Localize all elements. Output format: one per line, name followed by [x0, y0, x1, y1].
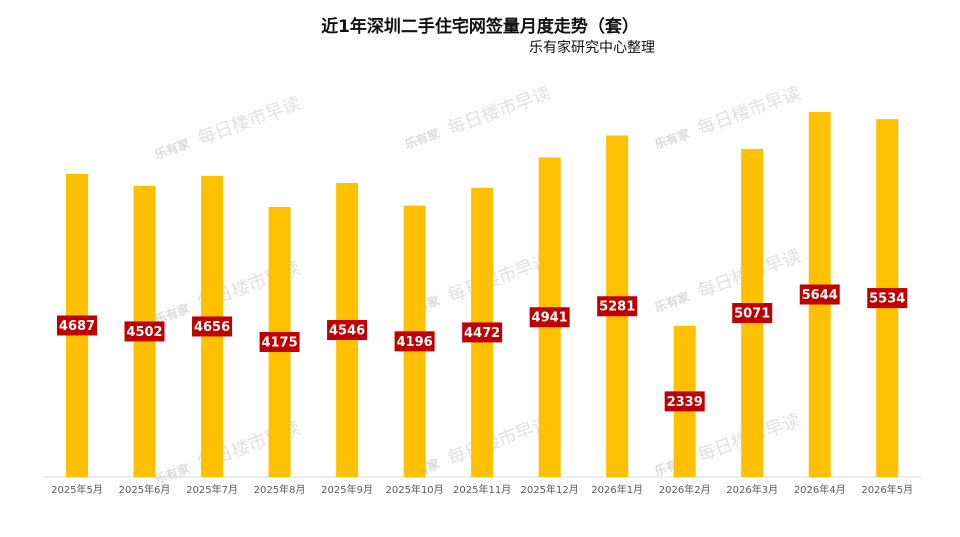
value-label-box [259, 332, 300, 353]
watermark-text: 每日楼市早读 [445, 83, 554, 140]
value-label: 5534 [869, 292, 905, 307]
x-tick-label: 2025年12月 [521, 483, 579, 496]
watermark-text: 每日楼市早读 [445, 250, 554, 307]
x-tick-label: 2025年9月 [321, 483, 373, 496]
value-label: 5281 [599, 300, 635, 315]
value-label: 4941 [532, 311, 568, 326]
x-tick-label: 2026年3月 [726, 483, 778, 496]
chart-subtitle: 乐有家研究中心整理 [529, 39, 655, 56]
x-tick-label: 2025年6月 [119, 483, 171, 496]
watermark: 乐有家每日楼市早读 [153, 93, 304, 162]
value-label-box [124, 321, 165, 342]
value-label-box [462, 322, 503, 343]
x-tick-label: 2025年11月 [453, 483, 511, 496]
chart-title: 近1年深圳二手住宅网签量月度走势（套） [321, 16, 639, 37]
watermark-logo: 乐有家 [653, 288, 693, 315]
value-label-box [597, 296, 638, 317]
x-tick-label: 2026年1月 [591, 483, 643, 496]
value-label-box [394, 331, 435, 352]
value-label-box [867, 288, 908, 309]
x-tick-label: 2026年5月 [861, 483, 913, 496]
value-label: 4687 [59, 319, 95, 334]
value-label: 4546 [329, 324, 365, 339]
value-label-box [732, 303, 773, 324]
value-label: 4472 [464, 326, 500, 341]
watermark: 乐有家每日楼市早读 [403, 83, 554, 152]
value-label: 5644 [802, 288, 838, 303]
watermark-logo: 乐有家 [153, 135, 193, 162]
value-label: 4502 [126, 325, 162, 340]
value-label: 2339 [667, 395, 703, 410]
x-tick-label: 2025年8月 [254, 483, 306, 496]
value-label: 4196 [397, 335, 433, 350]
watermark-logo: 乐有家 [153, 460, 193, 487]
value-label-box [664, 391, 705, 412]
watermark-logo: 乐有家 [653, 125, 693, 152]
value-label: 4175 [261, 336, 297, 351]
x-tick-label: 2026年4月 [794, 483, 846, 496]
value-label-box [192, 316, 233, 337]
value-label-box [529, 307, 570, 328]
watermark-text: 每日楼市早读 [195, 93, 304, 150]
x-tick-label: 2025年5月 [51, 483, 103, 496]
watermark-logo: 乐有家 [403, 125, 443, 152]
value-label: 5071 [734, 307, 770, 322]
value-label-box [327, 320, 368, 341]
value-label-box [799, 284, 840, 305]
x-tick-label: 2025年7月 [186, 483, 238, 496]
x-tick-label: 2026年2月 [659, 483, 711, 496]
watermark-text: 每日楼市早读 [695, 83, 804, 140]
value-label: 4656 [194, 320, 230, 335]
value-label-box [57, 315, 98, 336]
watermark: 乐有家每日楼市早读 [653, 83, 804, 152]
watermark-text: 每日楼市早读 [445, 413, 554, 470]
x-tick-label: 2025年10月 [386, 483, 444, 496]
